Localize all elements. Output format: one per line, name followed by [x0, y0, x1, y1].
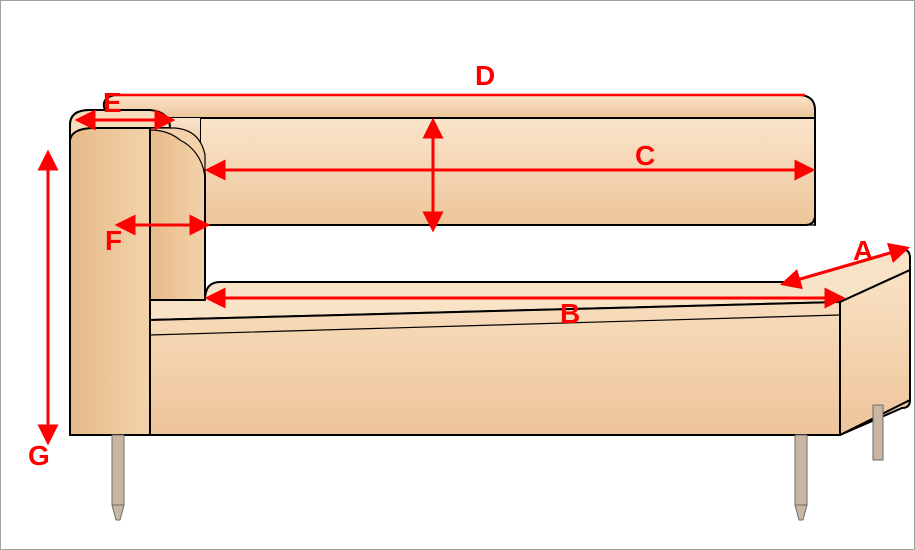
label-F: F: [105, 225, 122, 256]
label-B: B: [560, 298, 580, 329]
label-D: D: [475, 60, 495, 91]
label-A: A: [853, 235, 873, 266]
left-arm: [70, 110, 150, 435]
label-C: C: [635, 140, 655, 171]
sofa: [70, 95, 910, 520]
label-G: G: [28, 440, 50, 471]
label-E: E: [103, 87, 122, 118]
backrest-top: [104, 95, 815, 118]
sofa-diagram: A B C D E F G: [0, 0, 915, 550]
